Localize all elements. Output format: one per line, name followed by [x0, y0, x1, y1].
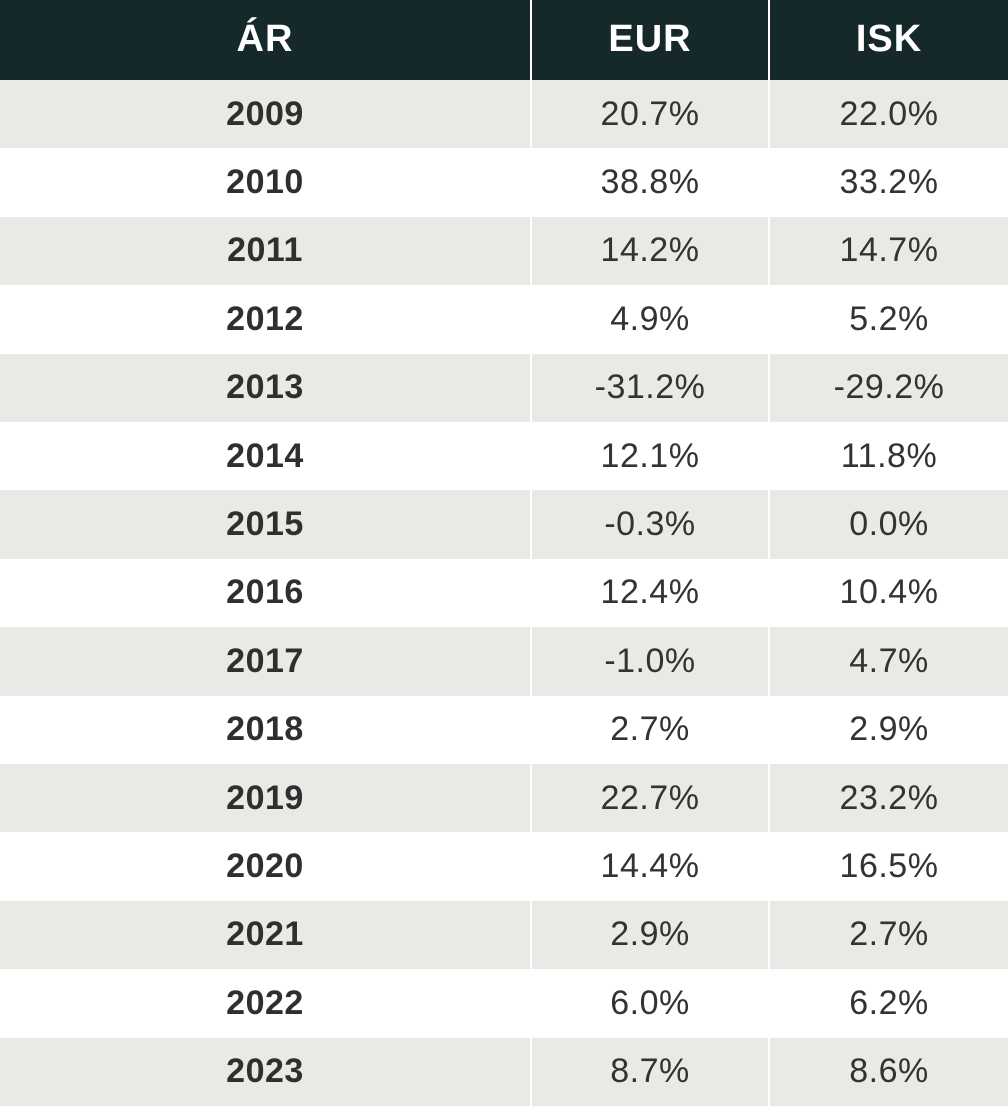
column-divider: [768, 627, 770, 696]
column-divider: [768, 216, 770, 286]
column-divider: [530, 969, 532, 1038]
column-divider: [530, 421, 532, 491]
year-cell: 2017: [226, 641, 304, 680]
column-divider: [768, 148, 770, 217]
year-cell: 2013: [226, 368, 304, 407]
eur-cell: 2.9%: [610, 915, 690, 954]
isk-cell: 10.4%: [839, 573, 939, 612]
table-row: 2010 38.8% 33.2%: [0, 148, 1008, 217]
table-row: 2012 4.9% 5.2%: [0, 285, 1008, 354]
header-eur: EUR: [608, 18, 692, 61]
column-divider: [530, 763, 532, 833]
eur-cell: 12.4%: [600, 573, 700, 612]
column-divider: [768, 558, 770, 628]
table-row: 2016 12.4% 10.4%: [0, 558, 1008, 628]
year-cell: 2016: [226, 573, 304, 612]
column-divider: [768, 969, 770, 1038]
isk-cell: 2.7%: [849, 915, 929, 954]
eur-cell: -1.0%: [604, 641, 696, 680]
column-divider: [768, 79, 770, 149]
column-divider: [768, 695, 770, 764]
column-divider: [530, 558, 532, 628]
isk-cell: 14.7%: [839, 231, 939, 270]
eur-cell: -31.2%: [594, 368, 706, 407]
column-divider: [768, 490, 770, 559]
column-divider: [530, 627, 532, 696]
isk-cell: 6.2%: [849, 983, 929, 1022]
isk-cell: 22.0%: [839, 94, 939, 133]
table-row: 2017 -1.0% 4.7%: [0, 627, 1008, 696]
column-divider: [768, 1037, 770, 1106]
column-divider: [768, 900, 770, 970]
table-row: 2014 12.1% 11.8%: [0, 421, 1008, 491]
column-divider: [530, 353, 532, 422]
year-cell: 2020: [226, 847, 304, 886]
column-divider: [530, 1037, 532, 1106]
table-row: 2021 2.9% 2.7%: [0, 900, 1008, 970]
isk-cell: 16.5%: [839, 847, 939, 886]
eur-cell: 2.7%: [610, 710, 690, 749]
header-year: ÁR: [236, 18, 294, 61]
isk-cell: 2.9%: [849, 710, 929, 749]
eur-cell: 6.0%: [610, 983, 690, 1022]
table-header-row: ÁR EUR ISK: [0, 0, 1008, 80]
column-divider: [530, 490, 532, 559]
isk-cell: 8.6%: [849, 1052, 929, 1091]
eur-cell: 4.9%: [610, 299, 690, 338]
eur-cell: 38.8%: [600, 163, 700, 201]
year-cell: 2012: [226, 299, 304, 338]
eur-cell: 12.1%: [600, 436, 700, 475]
eur-cell: 14.2%: [600, 231, 700, 270]
column-divider: [530, 285, 532, 354]
isk-cell: 0.0%: [849, 505, 929, 544]
table-row: 2011 14.2% 14.7%: [0, 216, 1008, 286]
year-cell: 2022: [226, 983, 304, 1022]
year-cell: 2015: [226, 505, 304, 544]
table-row: 2022 6.0% 6.2%: [0, 969, 1008, 1038]
column-divider: [768, 421, 770, 491]
column-divider: [768, 0, 770, 80]
year-cell: 2021: [226, 915, 304, 954]
isk-cell: 23.2%: [839, 778, 939, 817]
year-cell: 2014: [226, 436, 304, 475]
year-cell: 2011: [227, 231, 303, 270]
table-row: 2015 -0.3% 0.0%: [0, 490, 1008, 559]
column-divider: [530, 900, 532, 970]
column-divider: [530, 148, 532, 217]
isk-cell: -29.2%: [833, 368, 945, 407]
table-row: 2009 20.7% 22.0%: [0, 79, 1008, 149]
table-row: 2019 22.7% 23.2%: [0, 763, 1008, 833]
isk-cell: 5.2%: [849, 299, 929, 338]
eur-cell: 22.7%: [600, 778, 700, 817]
column-divider: [530, 695, 532, 764]
year-cell: 2009: [226, 94, 304, 133]
year-cell: 2019: [226, 778, 304, 817]
isk-cell: 33.2%: [839, 163, 939, 201]
column-divider: [768, 285, 770, 354]
table-row: 2023 8.7% 8.6%: [0, 1037, 1008, 1106]
table-row: 2013 -31.2% -29.2%: [0, 353, 1008, 422]
year-cell: 2018: [226, 710, 304, 749]
year-cell: 2010: [226, 163, 304, 201]
eur-cell: 14.4%: [600, 847, 700, 886]
isk-cell: 4.7%: [849, 641, 929, 680]
isk-cell: 11.8%: [840, 436, 938, 475]
eur-cell: -0.3%: [604, 505, 696, 544]
column-divider: [768, 353, 770, 422]
column-divider: [530, 832, 532, 901]
eur-cell: 20.7%: [600, 94, 700, 133]
table-row: 2018 2.7% 2.9%: [0, 695, 1008, 764]
column-divider: [530, 79, 532, 149]
column-divider: [530, 216, 532, 286]
year-cell: 2023: [226, 1052, 304, 1091]
column-divider: [530, 0, 532, 80]
eur-cell: 8.7%: [610, 1052, 690, 1091]
header-isk: ISK: [855, 18, 923, 61]
column-divider: [768, 763, 770, 833]
column-divider: [768, 832, 770, 901]
table-row: 2020 14.4% 16.5%: [0, 832, 1008, 901]
